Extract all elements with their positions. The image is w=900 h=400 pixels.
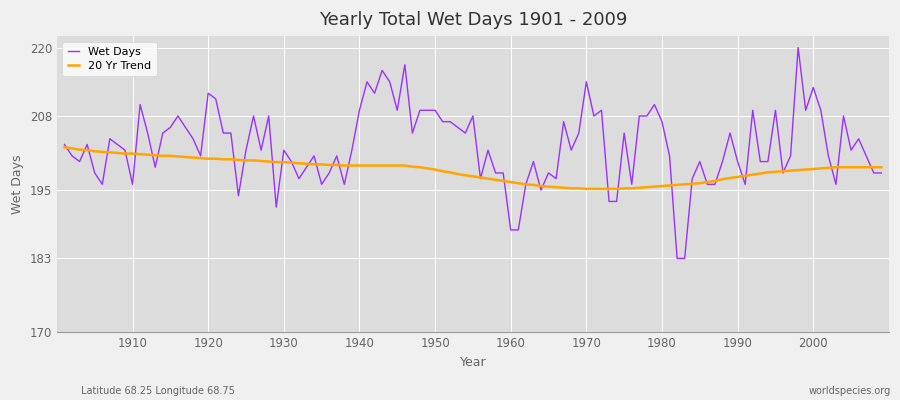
Text: Latitude 68.25 Longitude 68.75: Latitude 68.25 Longitude 68.75 <box>81 386 235 396</box>
Wet Days <box>793 45 804 50</box>
20 Yr Trend <box>286 160 297 165</box>
20 Yr Trend <box>876 165 886 170</box>
Legend: Wet Days, 20 Yr Trend: Wet Days, 20 Yr Trend <box>62 42 157 76</box>
Wet Days <box>120 148 130 152</box>
20 Yr Trend <box>59 145 70 150</box>
Wet Days <box>59 142 70 147</box>
20 Yr Trend <box>120 151 130 156</box>
Line: Wet Days: Wet Days <box>65 48 881 258</box>
Wet Days <box>286 159 297 164</box>
Y-axis label: Wet Days: Wet Days <box>11 154 24 214</box>
20 Yr Trend <box>505 180 516 184</box>
Wet Days <box>671 256 682 261</box>
Wet Days <box>505 228 516 232</box>
X-axis label: Year: Year <box>460 356 486 369</box>
Title: Yearly Total Wet Days 1901 - 2009: Yearly Total Wet Days 1901 - 2009 <box>319 11 627 29</box>
Text: worldspecies.org: worldspecies.org <box>809 386 891 396</box>
Line: 20 Yr Trend: 20 Yr Trend <box>65 147 881 189</box>
Wet Days <box>498 170 508 175</box>
Wet Days <box>331 154 342 158</box>
20 Yr Trend <box>604 186 615 191</box>
20 Yr Trend <box>331 162 342 167</box>
20 Yr Trend <box>580 186 591 191</box>
20 Yr Trend <box>498 178 508 183</box>
Wet Days <box>596 108 607 113</box>
Wet Days <box>876 170 886 175</box>
